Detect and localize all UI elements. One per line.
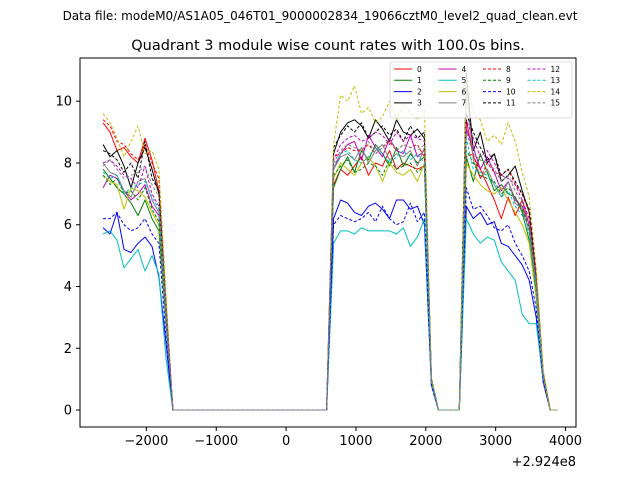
series-line-13: [102, 137, 558, 411]
x-tick-label: −2000: [124, 434, 168, 449]
x-tick-label: 1000: [339, 434, 372, 449]
y-tick-label: 2: [64, 342, 72, 357]
x-tick-label: 2000: [409, 434, 442, 449]
x-tick-label: 4000: [549, 434, 582, 449]
chart-title: Quadrant 3 module wise count rates with …: [131, 38, 525, 54]
legend-label-1: 1: [417, 76, 422, 85]
series-line-7: [102, 88, 558, 411]
y-tick-label: 6: [64, 218, 72, 233]
y-tick-label: 4: [64, 280, 72, 295]
legend-label-2: 2: [417, 87, 422, 96]
legend-label-0: 0: [417, 65, 422, 74]
y-tick-label: 0: [64, 404, 72, 419]
series-line-14: [102, 79, 558, 411]
legend-label-15: 15: [551, 99, 561, 108]
legend-label-12: 12: [551, 65, 561, 74]
y-tick-label: 8: [64, 156, 72, 171]
figure-suptitle: Data file: modeM0/AS1A05_046T01_90000028…: [63, 9, 578, 23]
y-tick-label: 10: [55, 95, 72, 110]
legend-label-6: 6: [462, 87, 467, 96]
legend-label-10: 10: [506, 87, 516, 96]
x-offset-label: +2.924e8: [512, 455, 576, 470]
legend-label-3: 3: [417, 99, 422, 108]
legend-label-8: 8: [506, 65, 511, 74]
x-tick-label: 0: [282, 434, 290, 449]
series-layer: [102, 72, 558, 411]
x-axis: −2000 −1000 0 1000 2000 3000 4000: [124, 427, 582, 449]
legend-label-9: 9: [506, 76, 511, 85]
legend-label-5: 5: [462, 76, 467, 85]
legend-label-4: 4: [462, 65, 467, 74]
legend-box: [389, 61, 573, 119]
series-line-15: [102, 131, 558, 411]
legend-label-11: 11: [506, 99, 516, 108]
legend-label-14: 14: [551, 87, 561, 96]
x-tick-label: 3000: [479, 434, 512, 449]
x-tick-label: −1000: [194, 434, 238, 449]
plot-frame: [79, 57, 577, 428]
series-line-3: [102, 72, 558, 411]
y-axis: 0 2 4 6 8 10: [55, 95, 80, 419]
legend-label-7: 7: [462, 99, 467, 108]
legend-label-13: 13: [551, 76, 561, 85]
